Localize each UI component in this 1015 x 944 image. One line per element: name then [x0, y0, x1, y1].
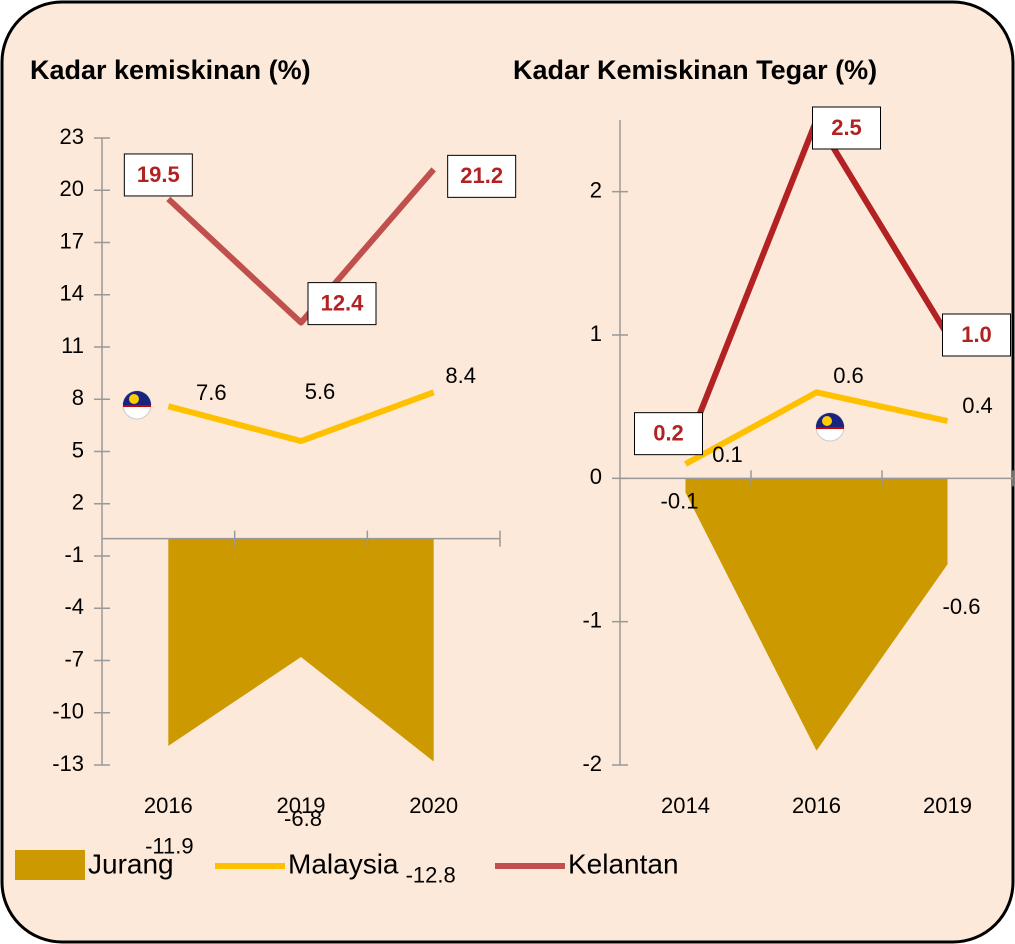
line	[166, 167, 436, 326]
line	[684, 389, 949, 467]
x-tick-label: 2014	[661, 793, 710, 818]
data-label: -12.8	[406, 862, 456, 887]
data-label: 21.2	[460, 163, 503, 188]
y-tick-label: -7	[64, 646, 84, 671]
data-label: -0.6	[943, 594, 981, 619]
y-tick-label: 0	[590, 464, 602, 489]
data-label: -11.9	[145, 834, 194, 859]
flag	[822, 416, 832, 426]
y-tick-label: -1	[64, 542, 84, 567]
y-tick-label: -2	[582, 751, 602, 776]
flag	[129, 394, 139, 404]
y-tick-label: 20	[60, 176, 84, 201]
label-box	[942, 313, 1011, 357]
data-label: 7.6	[196, 380, 227, 405]
y-tick-label: 11	[61, 333, 84, 358]
data-label: 0.1	[712, 442, 743, 467]
data-label: 0.4	[962, 393, 993, 418]
y-tick-label: 14	[60, 281, 84, 306]
label-box	[307, 282, 377, 326]
legend-swatch	[15, 850, 85, 880]
data-label: 2.5	[831, 115, 862, 140]
y-tick-label: -4	[64, 594, 84, 619]
x-tick-label: 2019	[277, 793, 326, 818]
chart-title: Kadar kemiskinan (%)	[30, 55, 311, 85]
line	[167, 389, 435, 445]
y-tick-label: -13	[52, 751, 84, 776]
legend-label: Kelantan	[568, 848, 679, 879]
area	[168, 538, 434, 762]
y-tick-label: 2	[590, 177, 602, 202]
y-tick-label: 5	[72, 437, 84, 462]
legend-label: Jurang	[88, 848, 174, 879]
label-box	[634, 412, 703, 456]
data-label: 19.5	[137, 162, 180, 187]
data-label: -0.1	[661, 488, 699, 513]
legend-label: Malaysia	[288, 848, 399, 879]
data-label: 0.2	[653, 420, 684, 445]
label-box	[123, 153, 193, 197]
y-tick-label: -10	[52, 699, 84, 724]
x-tick-label: 2020	[409, 793, 458, 818]
area	[685, 478, 948, 751]
y-tick-label: 8	[72, 385, 84, 410]
y-tick-label: -1	[582, 607, 602, 632]
data-label: 8.4	[445, 363, 476, 388]
y-tick-label: 2	[72, 490, 84, 515]
x-tick-label: 2016	[792, 793, 841, 818]
x-tick-label: 2019	[923, 793, 972, 818]
data-label: 12.4	[321, 290, 365, 315]
chart-title: Kadar Kemiskinan Tegar (%)	[513, 55, 877, 85]
label-box	[447, 154, 517, 198]
data-label: 0.6	[833, 363, 864, 388]
data-label: 1.0	[961, 322, 992, 347]
data-label: -6.8	[284, 806, 322, 831]
y-tick-label: 1	[590, 321, 602, 346]
y-tick-label: 17	[60, 228, 84, 253]
x-tick-label: 2016	[144, 793, 193, 818]
data-label: 5.6	[305, 379, 336, 404]
y-tick-label: 23	[60, 124, 84, 149]
label-box	[812, 106, 881, 150]
